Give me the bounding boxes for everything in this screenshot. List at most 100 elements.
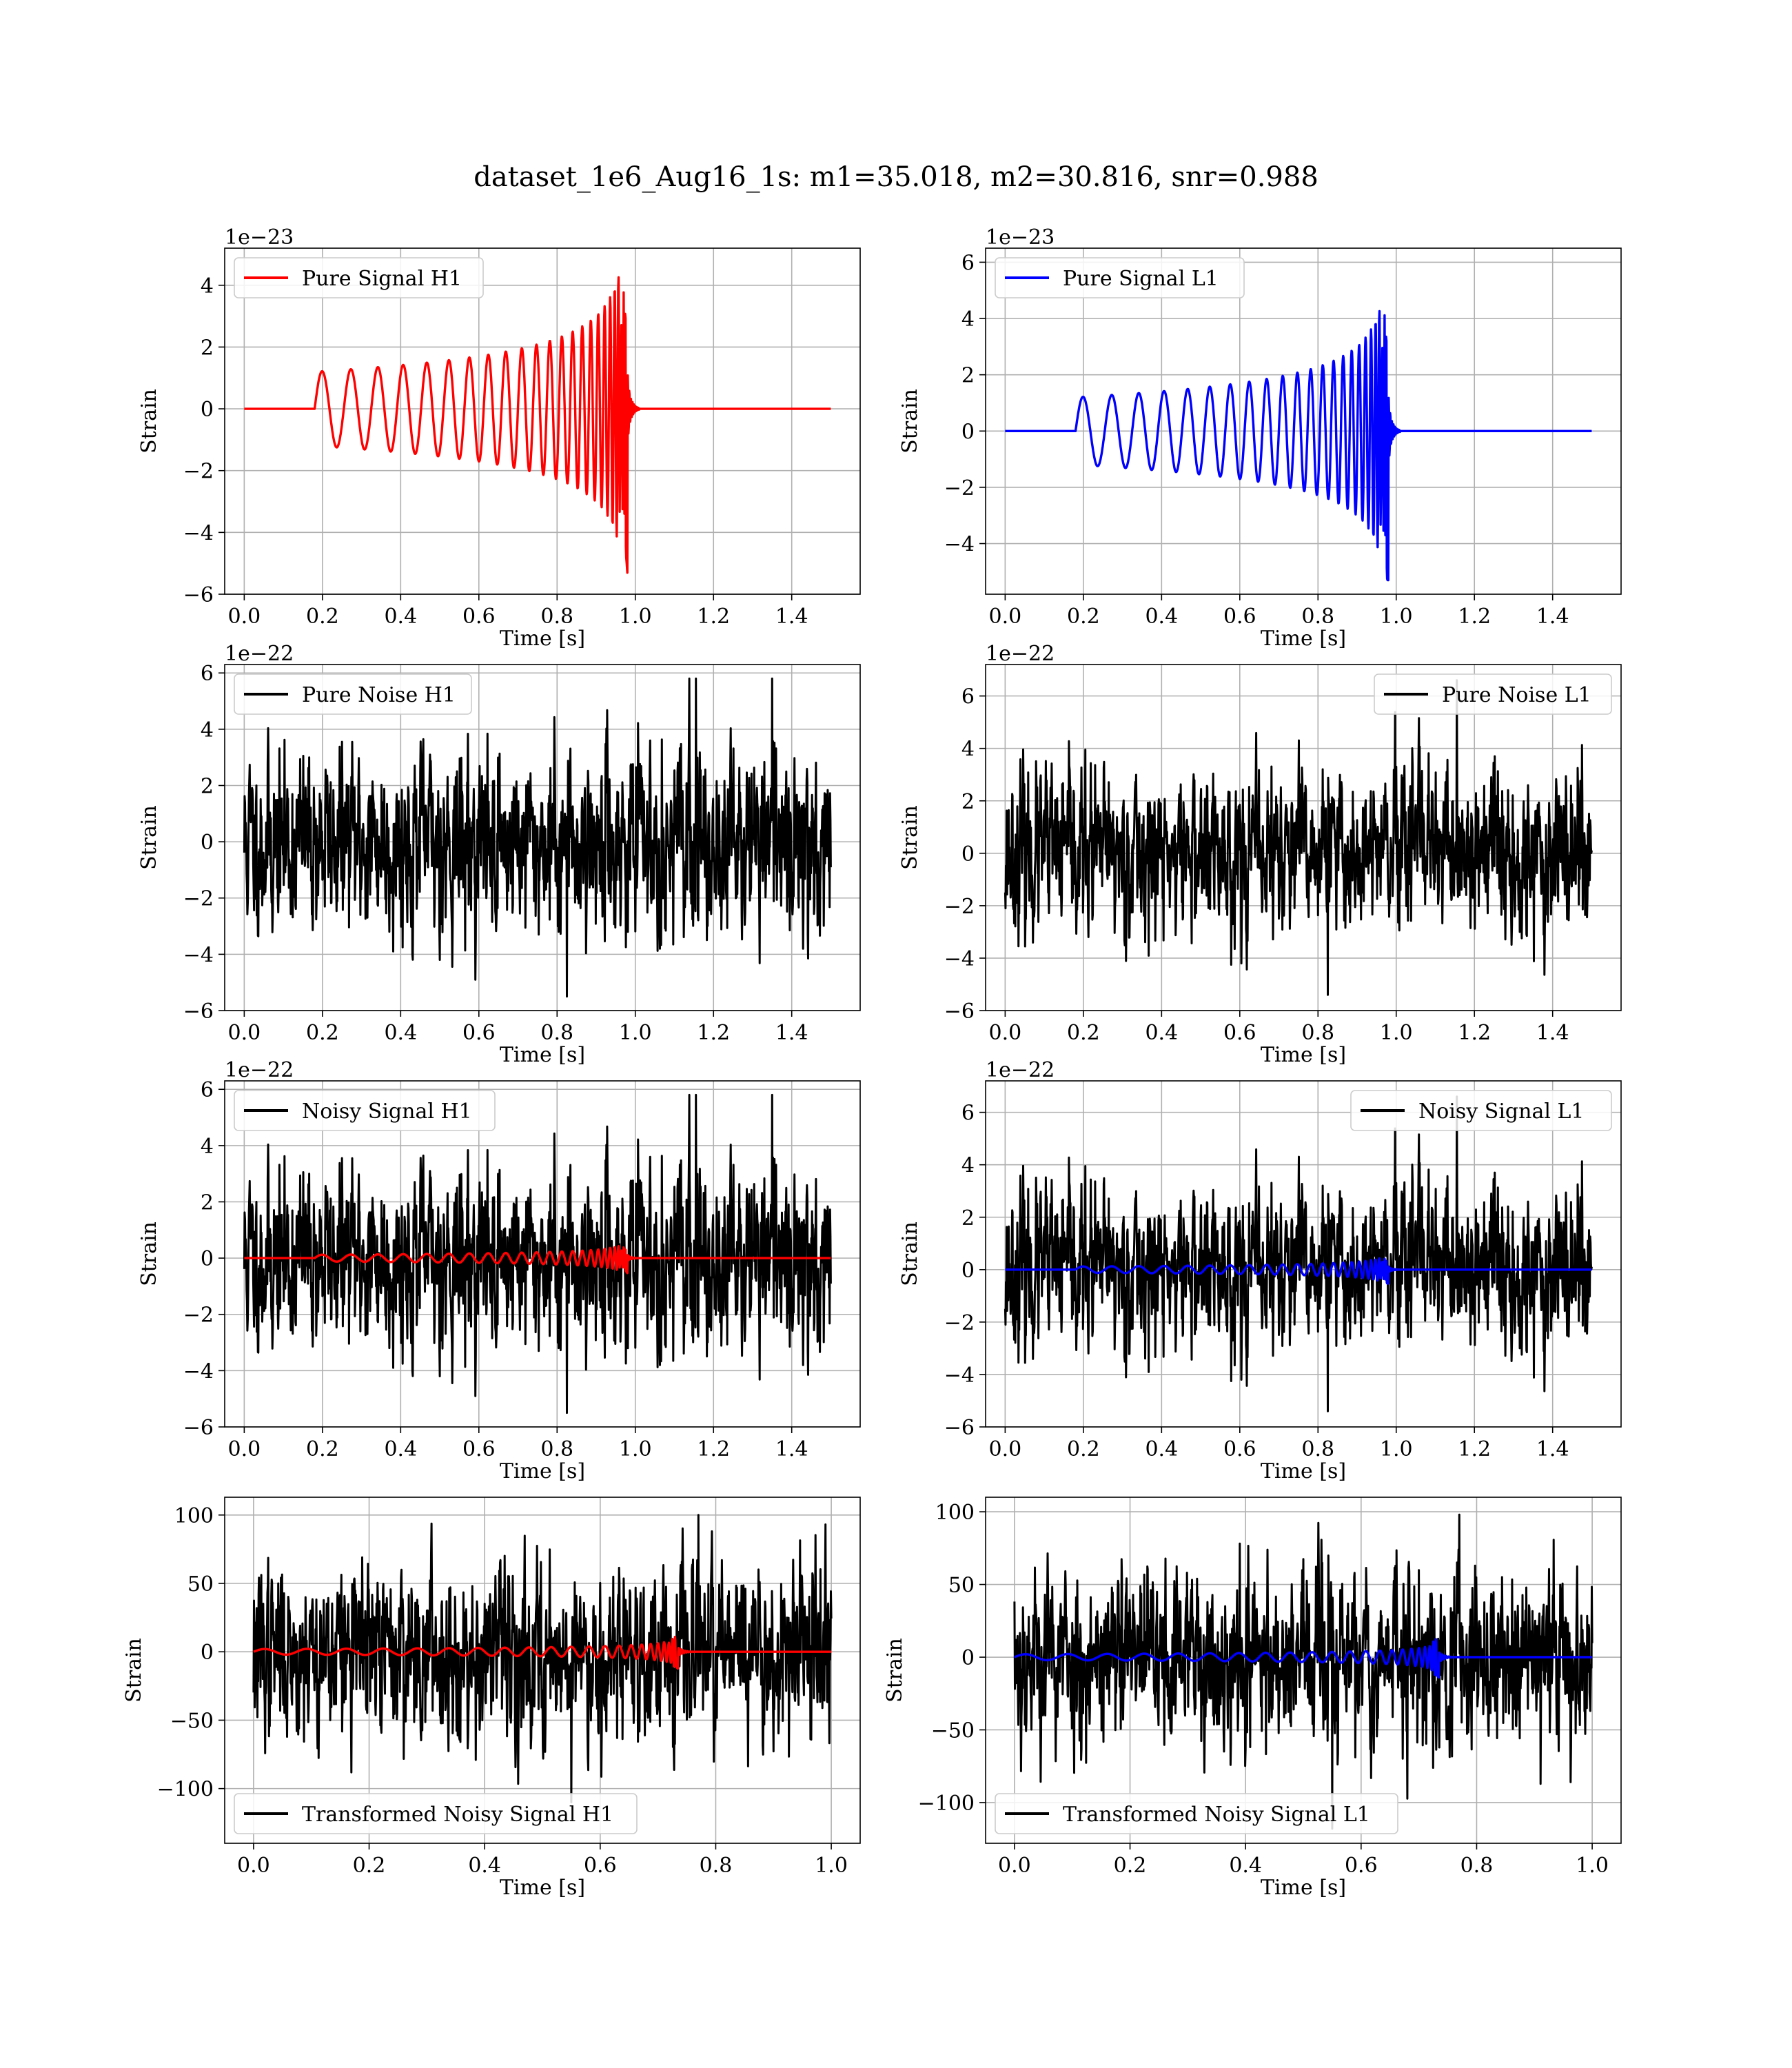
pure-noise-h1-series-0-line: [243, 677, 832, 998]
pure-noise-h1-xtick-label-7: 1.4: [775, 1021, 808, 1045]
pure-signal-h1-xtick-label-1: 0.2: [306, 605, 339, 629]
pure-signal-l1-ytick-label-5: 6: [961, 251, 975, 275]
pure-signal-h1-xlabel: Time [s]: [500, 627, 585, 651]
pure-noise-l1-xlabel: Time [s]: [1261, 1043, 1346, 1067]
pure-noise-l1-ytick-label-5: 4: [961, 738, 975, 762]
noisy-signal-l1-xtick-label-6: 1.2: [1458, 1437, 1491, 1461]
noisy-signal-h1-ytick-label-5: 4: [201, 1135, 214, 1159]
noisy-signal-h1-series-0-line: [243, 1093, 832, 1415]
pure-signal-h1-legend: Pure Signal H1: [234, 257, 484, 298]
pure-noise-l1-axes: 0.0 0.2 0.4 0.6 0.8 1.0 1.2 1.4 −6 −4 −2 0 2 4 6 Time […: [898, 642, 1622, 1067]
transformed-noisy-signal-h1-xtick-label-4: 0.8: [700, 1854, 733, 1878]
pure-signal-l1-xtick-label-5: 1.0: [1380, 605, 1413, 629]
noisy-signal-h1-offset-label: 1e−22: [225, 1058, 294, 1082]
pure-noise-h1-axes: 0.0 0.2 0.4 0.6 0.8 1.0 1.2 1.4 −6 −4 −2 0 2 4 6 Time […: [137, 642, 861, 1067]
pure-noise-h1-ytick-label-3: 0: [201, 831, 214, 855]
transformed-noisy-signal-l1-ytick-label-4: 100: [935, 1501, 975, 1525]
transformed-noisy-signal-l1-ytick-label-0: −100: [918, 1792, 975, 1816]
pure-signal-h1-ytick-label-4: 2: [201, 336, 214, 360]
pure-signal-h1-xtick-label-5: 1.0: [619, 605, 652, 629]
pure-noise-l1-offset-label: 1e−22: [986, 642, 1055, 666]
pure-signal-h1-frame: [224, 247, 861, 595]
transformed-noisy-signal-l1-series-0-line: [1013, 1513, 1594, 1830]
pure-noise-h1-legend: Pure Noise H1: [234, 673, 472, 715]
pure-signal-l1-axes: 0.0 0.2 0.4 0.6 0.8 1.0 1.2 1.4 −4 −2 0 2 4 6 Time [s]…: [898, 225, 1622, 651]
noisy-signal-h1-ytick-label-2: −2: [183, 1304, 214, 1328]
pure-noise-h1-xtick-label-5: 1.0: [619, 1021, 652, 1045]
transformed-noisy-signal-l1-xtick-label-2: 0.4: [1229, 1854, 1262, 1878]
noisy-signal-h1-ytick-label-0: −6: [183, 1416, 214, 1440]
transformed-noisy-signal-h1-legend: Transformed Noisy Signal H1: [234, 1793, 638, 1834]
pure-signal-h1-xtick-label-2: 0.4: [384, 605, 417, 629]
pure-noise-l1-xtick-label-7: 1.4: [1536, 1021, 1569, 1045]
pure-noise-h1-xtick-label-6: 1.2: [697, 1021, 730, 1045]
pure-signal-h1-xtick-label-3: 0.6: [462, 605, 496, 629]
noisy-signal-h1-xlabel: Time [s]: [500, 1459, 585, 1483]
transformed-noisy-signal-h1-ytick-label-1: −50: [170, 1709, 214, 1733]
noisy-signal-h1-frame: [224, 1080, 861, 1428]
noisy-signal-l1-ytick-label-6: 6: [961, 1102, 975, 1126]
pure-signal-h1-xtick-label-4: 0.8: [540, 605, 573, 629]
pure-noise-l1-ytick-label-4: 2: [961, 790, 975, 814]
pure-noise-l1-xtick-label-5: 1.0: [1380, 1021, 1413, 1045]
pure-noise-h1-ytick-label-4: 2: [201, 774, 214, 798]
noisy-signal-l1-offset-label: 1e−22: [986, 1058, 1055, 1082]
pure-signal-h1-ytick-label-3: 0: [201, 398, 214, 422]
transformed-noisy-signal-l1-ytick-label-3: 50: [948, 1574, 975, 1598]
pure-noise-h1-xtick-label-2: 0.4: [384, 1021, 417, 1045]
pure-signal-l1-ytick-label-4: 4: [961, 307, 975, 332]
pure-noise-l1-xtick-label-2: 0.4: [1145, 1021, 1178, 1045]
transformed-noisy-signal-h1-ytick-label-0: −100: [157, 1778, 214, 1802]
noisy-signal-l1-xtick-label-5: 1.0: [1380, 1437, 1413, 1461]
noisy-signal-l1-ylabel: Strain: [898, 1221, 922, 1286]
pure-signal-h1-ytick-label-1: −4: [183, 521, 214, 545]
pure-noise-l1-ytick-label-3: 0: [961, 842, 975, 866]
pure-signal-l1-ytick-label-1: −2: [944, 476, 975, 500]
pure-signal-h1-ylabel: Strain: [137, 389, 161, 454]
pure-noise-l1-xtick-label-6: 1.2: [1458, 1021, 1491, 1045]
pure-signal-l1-xtick-label-3: 0.6: [1223, 605, 1256, 629]
pure-noise-h1-ylabel: Strain: [137, 805, 161, 870]
noisy-signal-h1-series-1-line: [243, 1245, 832, 1275]
noisy-signal-h1-ytick-label-1: −4: [183, 1359, 214, 1383]
transformed-noisy-signal-l1-xlabel: Time [s]: [1261, 1876, 1346, 1900]
pure-noise-h1-ytick-label-6: 6: [201, 662, 214, 686]
transformed-noisy-signal-l1-legend-box: [995, 1793, 1398, 1834]
pure-signal-h1-legend-label: Pure Signal H1: [302, 267, 462, 291]
noisy-signal-l1-ytick-label-0: −6: [944, 1416, 975, 1440]
pure-signal-l1-xtick-label-0: 0.0: [989, 605, 1022, 629]
transformed-noisy-signal-l1-xtick-label-3: 0.6: [1345, 1854, 1378, 1878]
noisy-signal-h1-xtick-label-1: 0.2: [306, 1437, 339, 1461]
transformed-noisy-signal-l1-legend-label: Transformed Noisy Signal L1: [1063, 1803, 1370, 1827]
pure-noise-l1-legend: Pure Noise L1: [1374, 673, 1612, 715]
pure-signal-h1-xtick-label-7: 1.4: [775, 605, 808, 629]
pure-signal-l1-xtick-label-4: 0.8: [1301, 605, 1334, 629]
pure-noise-l1-xtick-label-4: 0.8: [1301, 1021, 1334, 1045]
pure-noise-h1-ytick-label-1: −4: [183, 943, 214, 967]
noisy-signal-l1-ytick-label-1: −4: [944, 1364, 975, 1388]
noisy-signal-h1-legend-box: [234, 1090, 496, 1131]
pure-signal-l1-ylabel: Strain: [898, 389, 922, 454]
pure-noise-h1-frame: [224, 664, 861, 1011]
noisy-signal-l1-xtick-label-3: 0.6: [1223, 1437, 1256, 1461]
noisy-signal-h1-ylabel: Strain: [137, 1221, 161, 1286]
noisy-signal-l1-legend-box: [1350, 1090, 1612, 1131]
pure-signal-l1-xtick-label-7: 1.4: [1536, 605, 1569, 629]
transformed-noisy-signal-h1-ylabel: Strain: [122, 1638, 146, 1703]
pure-signal-l1-offset-label: 1e−23: [986, 225, 1055, 250]
noisy-signal-h1-legend-label: Noisy Signal H1: [302, 1099, 472, 1124]
pure-noise-l1-ytick-label-1: −4: [944, 947, 975, 971]
noisy-signal-h1-xtick-label-5: 1.0: [619, 1437, 652, 1461]
pure-noise-l1-xtick-label-1: 0.2: [1067, 1021, 1100, 1045]
noisy-signal-l1-axes: 0.0 0.2 0.4 0.6 0.8 1.0 1.2 1.4 −6 −4 −2 0 2 4 6 Time […: [898, 1058, 1622, 1483]
noisy-signal-l1-frame: [985, 1080, 1622, 1428]
transformed-noisy-signal-h1-xtick-label-1: 0.2: [353, 1854, 386, 1878]
transformed-noisy-signal-h1-legend-label: Transformed Noisy Signal H1: [302, 1803, 613, 1827]
figure-suptitle: dataset_1e6_Aug16_1s: m1=35.018, m2=30.8…: [474, 161, 1318, 193]
pure-noise-h1-ytick-label-5: 4: [201, 718, 214, 742]
transformed-noisy-signal-h1-axes: 0.0 0.2 0.4 0.6 0.8 1.0 −100 −50 0 50 100 Time [s] S…: [122, 1497, 861, 1900]
noisy-signal-l1-xtick-label-7: 1.4: [1536, 1437, 1569, 1461]
transformed-noisy-signal-h1-ytick-label-2: 0: [201, 1641, 214, 1665]
transformed-noisy-signal-h1-ytick-label-4: 100: [174, 1504, 214, 1528]
noisy-signal-l1-xtick-label-1: 0.2: [1067, 1437, 1100, 1461]
